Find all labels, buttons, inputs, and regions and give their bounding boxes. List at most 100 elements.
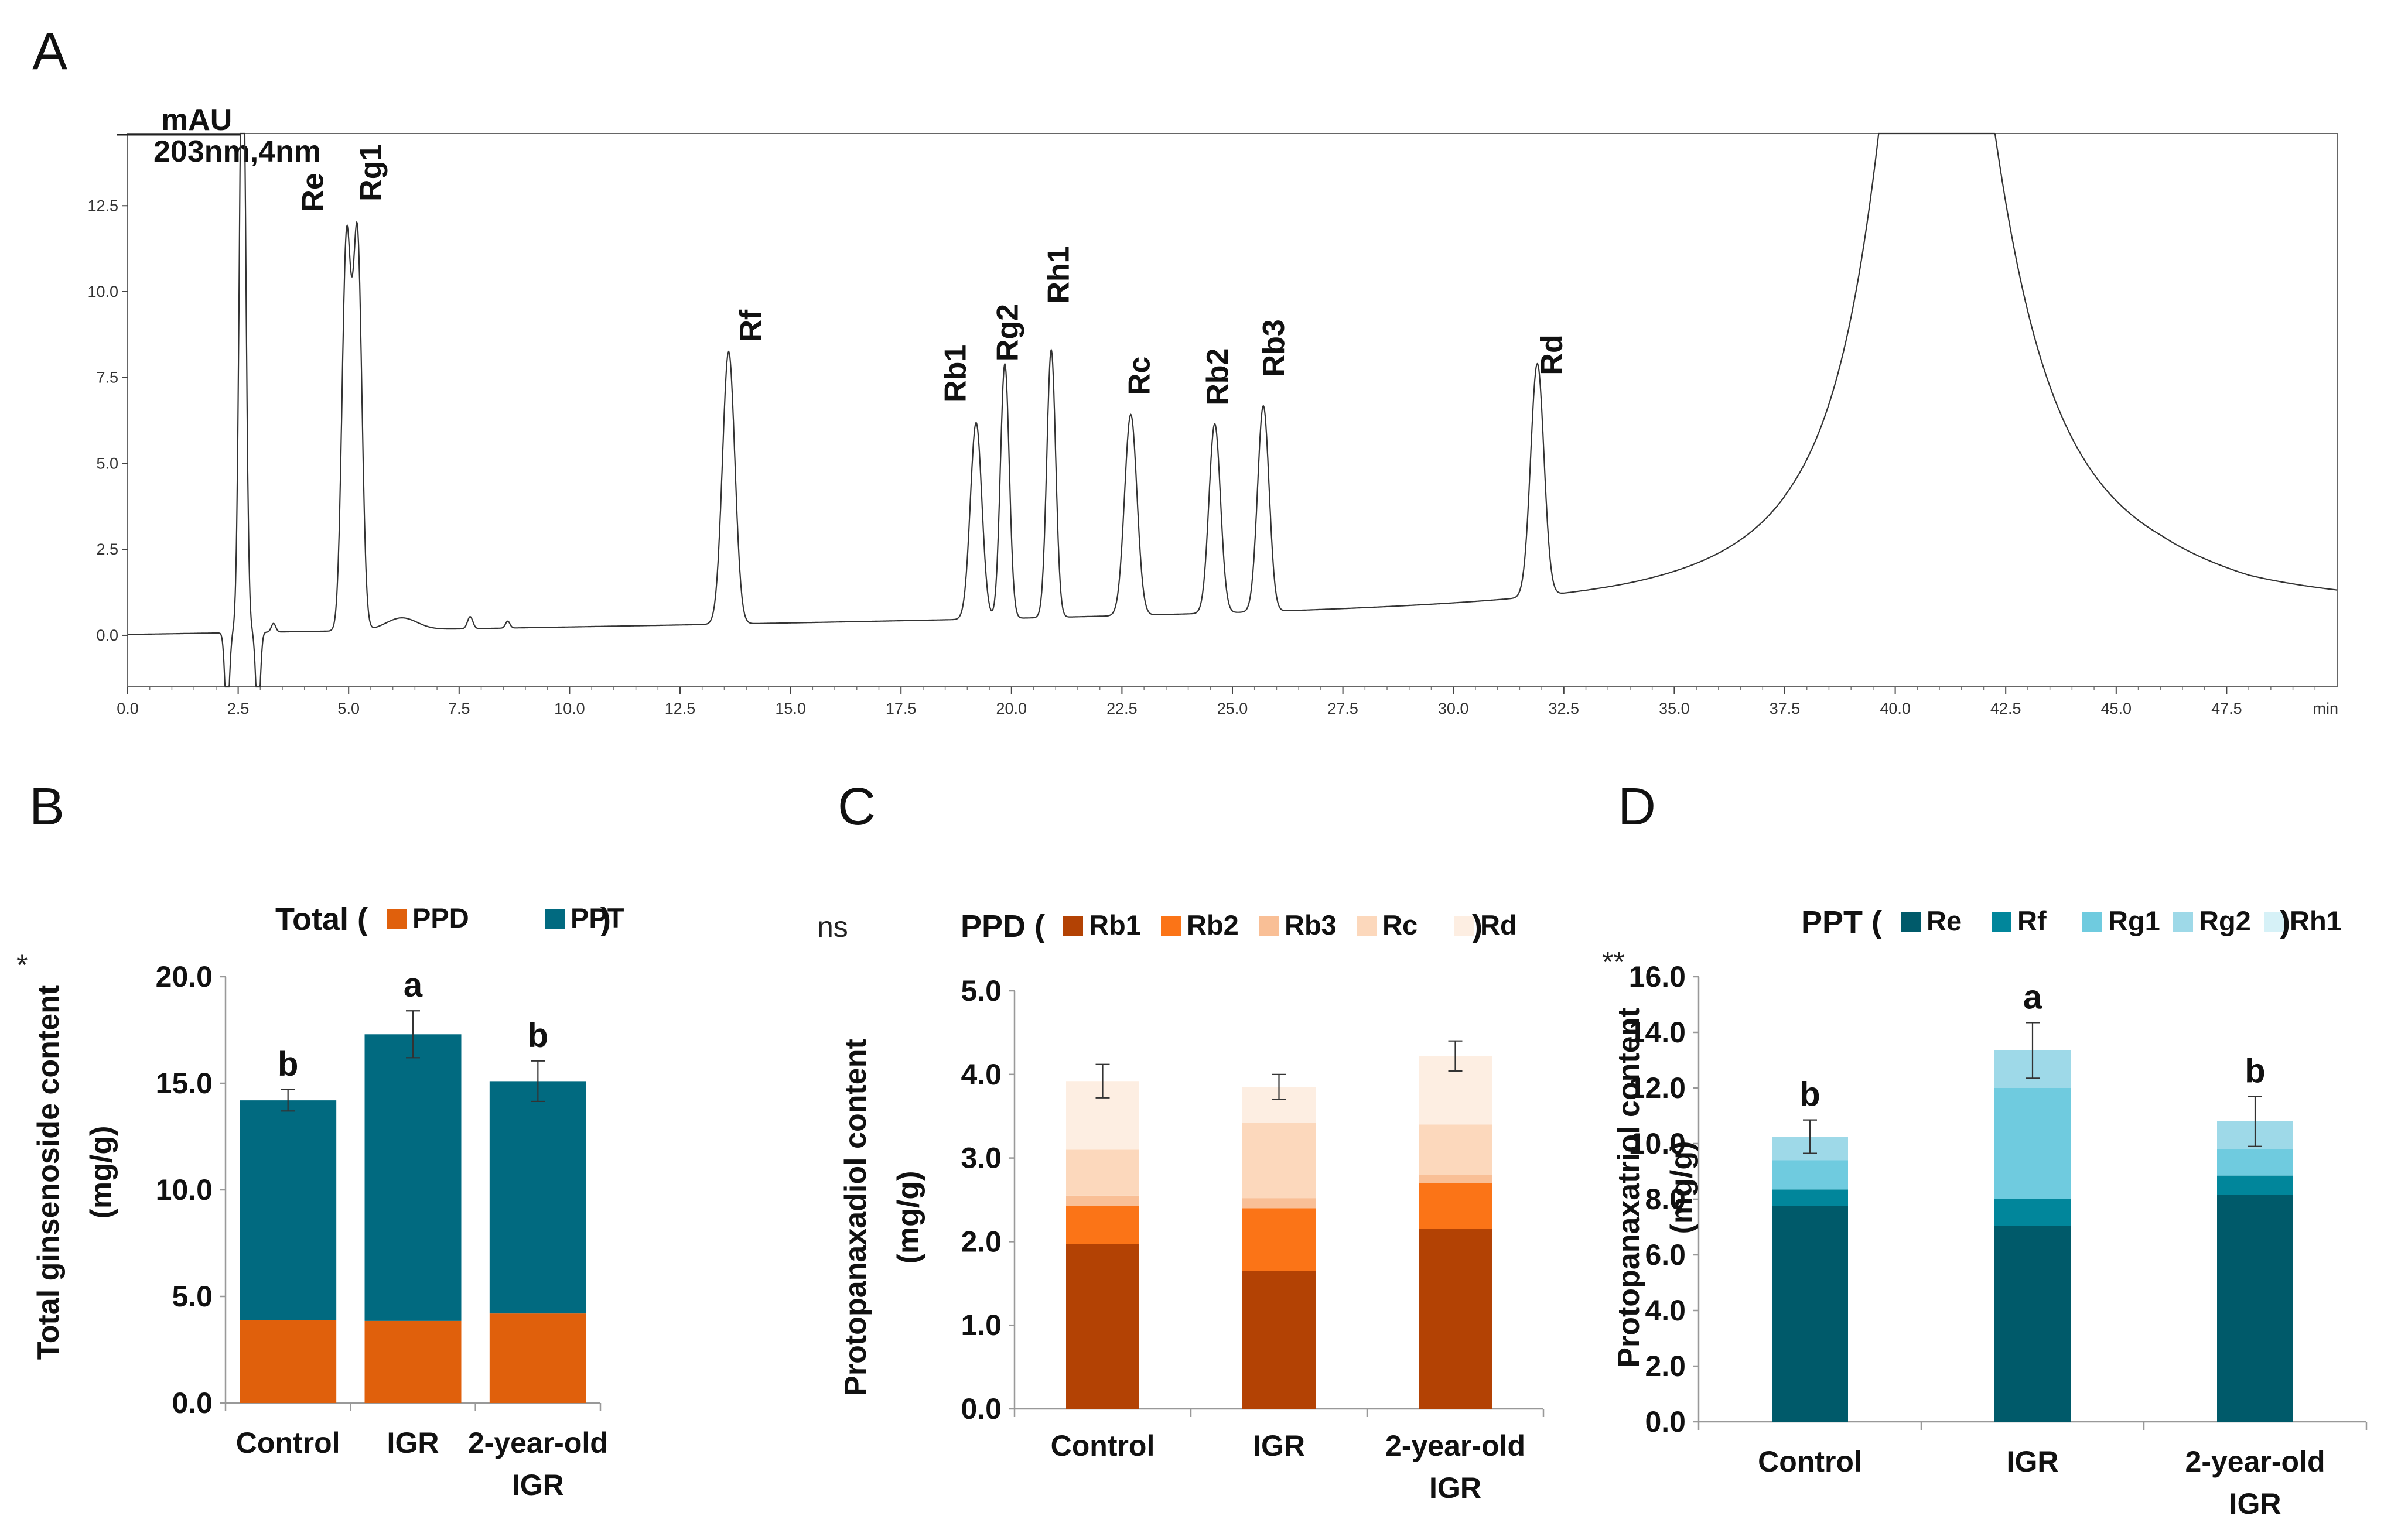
bar-segment-rb3 [1419, 1175, 1492, 1183]
bar-segment-rb1 [1242, 1271, 1316, 1409]
significance-letter: b [1799, 1076, 1820, 1114]
significance-letter: b [528, 1017, 548, 1055]
x-tick-label: 17.5 [886, 700, 917, 717]
x-tick-label: 0.0 [117, 700, 139, 717]
y-tick-label: 10.0 [87, 283, 118, 300]
y-axis-unit: (mg/g) [892, 1171, 925, 1264]
bar-segment-rb3 [1066, 1195, 1139, 1206]
bar-segment-rc [1066, 1149, 1139, 1196]
x-tick-label: 25.0 [1217, 700, 1248, 717]
bar-segment-re [1994, 1226, 2071, 1422]
bar-segment-rb2 [1419, 1183, 1492, 1229]
legend-label-rb2: Rb2 [1187, 909, 1239, 940]
x-tick-label: IGR [1253, 1429, 1305, 1462]
x-tick-label: Control [1758, 1445, 1862, 1478]
legend-label-ppd: PPD [412, 902, 469, 933]
x-tick-label: 40.0 [1880, 700, 1911, 717]
x-tick-label: IGR [512, 1469, 564, 1501]
y-tick-label: 10.0 [156, 1173, 213, 1206]
significance-letter: a [2023, 978, 2042, 1016]
legend-swatch-ppt [545, 909, 565, 929]
x-tick-label: 27.5 [1327, 700, 1358, 717]
y-tick-label: 14.0 [1629, 1016, 1686, 1049]
y-tick-label: 10.0 [1629, 1127, 1686, 1160]
legend-label-rf: Rf [2017, 905, 2047, 936]
x-tick-label: 42.5 [1990, 700, 2021, 717]
x-tick-label: Control [236, 1426, 340, 1459]
legend-title: PPT ( [1801, 905, 1882, 940]
bar-segment-rg1 [1772, 1160, 1848, 1190]
peak-label-rg1: Rg1 [354, 144, 388, 201]
y-tick-label: 2.5 [96, 540, 118, 558]
legend-close: ) [600, 902, 611, 937]
bar-segment-rf [2217, 1175, 2293, 1195]
y-tick-label: 0.0 [172, 1387, 213, 1419]
legend-close: ) [2280, 905, 2290, 940]
y-axis-unit: (mg/g) [84, 1126, 118, 1219]
y-tick-label: 15.0 [156, 1067, 213, 1100]
x-tick-label: 32.5 [1549, 700, 1580, 717]
x-tick-label: Control [1051, 1429, 1155, 1462]
bar-segment-rc [1419, 1124, 1492, 1175]
peak-label-rb3: Rb3 [1257, 319, 1291, 377]
x-tick-label: 2-year-old [2185, 1445, 2325, 1478]
y-tick-label: 12.5 [87, 197, 118, 214]
y-tick-label: 5.0 [172, 1280, 213, 1313]
chromatogram-panel: A 0.0 2.5 5.0 7.5 10.0 12.5 0.0 2.5 5.0 7.5 10.0 12.… [32, 22, 2338, 717]
bar-segment-rb2 [1242, 1208, 1316, 1271]
x-tick-label: 10.0 [554, 700, 585, 717]
x-tick-label: IGR [2229, 1487, 2281, 1520]
y-axis-unit: (mg/g) [1665, 1141, 1699, 1234]
y-axis-label-wavelength: 203nm,4nm [153, 135, 321, 169]
legend-swatch-rh1 [2264, 912, 2284, 932]
x-tick-label: 12.5 [665, 700, 696, 717]
significance-letter: a [404, 966, 423, 1004]
y-axis-label: Total ginsenoside content [32, 985, 66, 1360]
y-tick-label: 0.0 [96, 627, 118, 644]
x-tick-label: IGR [387, 1426, 439, 1459]
bar-segment-ppd [489, 1313, 586, 1403]
peak-label-rg2: Rg2 [990, 304, 1024, 361]
bar-segment-rb1 [1066, 1244, 1139, 1409]
chromatogram-trace [128, 132, 2338, 688]
bar-panel-d: D ** 0.0 2.0 4.0 6.0 8.0 10.0 12.0 14.0 16.0 Protop… [1602, 778, 2368, 1520]
x-tick-label: 2.5 [227, 700, 250, 717]
legend-swatch-rb1 [1063, 916, 1083, 936]
bar-segment-ppd [240, 1320, 337, 1403]
x-tick-label: 5.0 [337, 700, 360, 717]
legend-swatch-ppd [387, 909, 407, 929]
panel-label-d: D [1618, 778, 1656, 836]
stat-note: ** [1602, 946, 1625, 978]
legend-swatch-rc [1357, 916, 1377, 936]
x-tick-label: 22.5 [1106, 700, 1138, 717]
stat-note: * [16, 949, 28, 981]
legend-label-re: Re [1927, 905, 1962, 936]
y-tick-label: 5.0 [96, 454, 118, 472]
y-tick-label: 2.0 [961, 1225, 1002, 1258]
peak-label-rc: Rc [1122, 357, 1156, 395]
y-tick-label: 16.0 [1629, 960, 1686, 993]
x-tick-label: 35.0 [1659, 700, 1690, 717]
bar-segment-re [2217, 1195, 2293, 1422]
y-tick-label: 8.0 [1645, 1183, 1686, 1216]
bar-segment-rf [1994, 1199, 2071, 1226]
peak-label-rb2: Rb2 [1201, 348, 1235, 406]
y-tick-label: 1.0 [961, 1309, 1002, 1342]
x-tick-label: 47.5 [2211, 700, 2242, 717]
legend-swatch-rb2 [1161, 916, 1181, 936]
legend-swatch-rb3 [1259, 916, 1279, 936]
peak-label-re: Re [296, 173, 330, 211]
bar-segment-rf [1772, 1189, 1848, 1206]
significance-letter: b [278, 1045, 298, 1083]
legend-swatch-rf [1992, 912, 2011, 932]
stat-note: ns [817, 911, 848, 943]
legend-label-ppt: PPT [571, 902, 624, 933]
bar-segment-ppd [364, 1320, 462, 1403]
bar-segment-rb1 [1419, 1229, 1492, 1409]
legend-swatch-rg1 [2082, 912, 2102, 932]
y-tick-label: 0.0 [1645, 1405, 1686, 1438]
x-tick-label: 20.0 [996, 700, 1027, 717]
x-tick-label: IGR [2007, 1445, 2059, 1478]
legend-swatch-re [1901, 912, 1921, 932]
